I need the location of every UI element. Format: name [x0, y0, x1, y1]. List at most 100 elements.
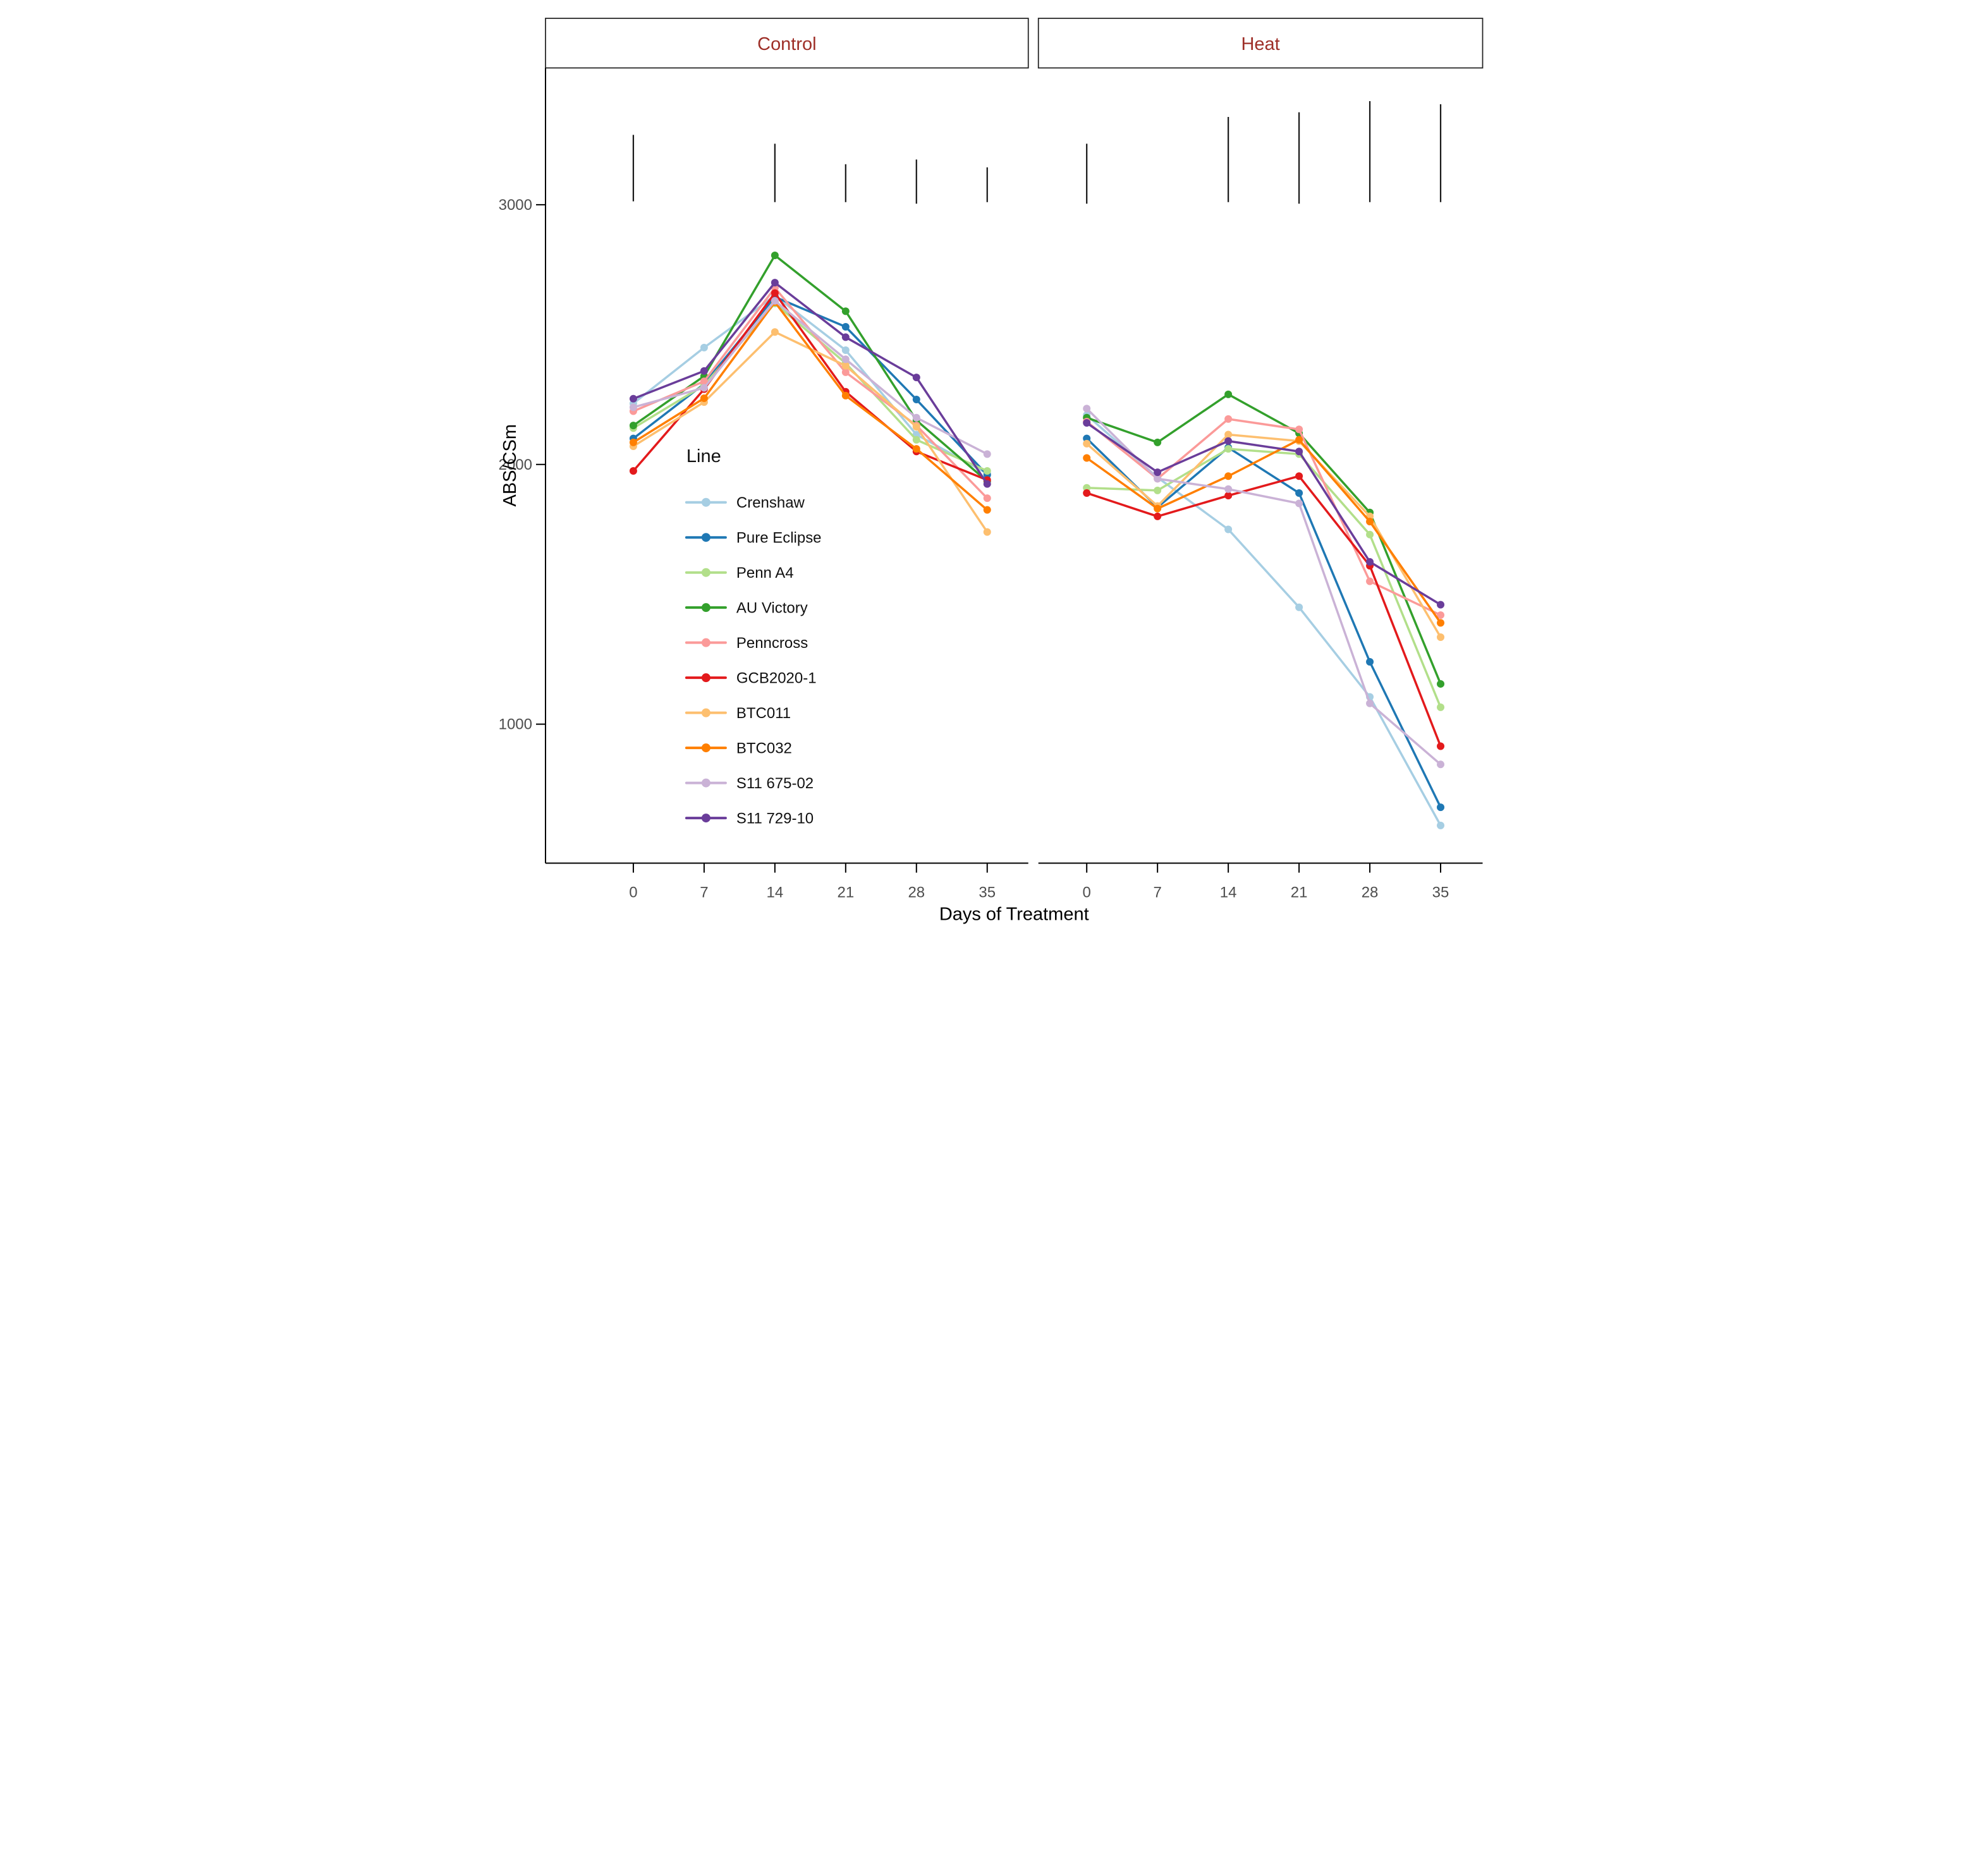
legend-key-dot: [701, 533, 710, 542]
faceted-line-chart: 3000 2000 1000 0 7 14 21 28 35 0 7 14 21 28 35 Line Cren…: [497, 0, 1491, 933]
data-point: [1436, 601, 1444, 609]
legend-key-dot: [701, 778, 710, 788]
data-point: [1082, 405, 1090, 413]
legend-item-label: Penn A4: [736, 564, 793, 582]
data-point: [1365, 530, 1374, 539]
x-tick-label: 7: [1153, 884, 1161, 901]
data-point: [912, 436, 920, 444]
x-tick-label: 35: [979, 884, 996, 901]
series-line-heat: [1085, 418, 1442, 616]
x-tick-label: 0: [1082, 884, 1090, 901]
legend-title: Line: [686, 446, 721, 466]
data-point: [1224, 525, 1232, 534]
data-point: [983, 494, 991, 503]
data-point: [1365, 518, 1374, 526]
x-tick-label: 7: [700, 884, 708, 901]
facet-strip-heat: [1037, 18, 1483, 69]
data-point: [1082, 454, 1090, 462]
data-point: [1224, 415, 1232, 423]
data-point: [1082, 434, 1090, 442]
data-point: [912, 413, 920, 422]
y-tick-label: 2000: [498, 456, 532, 473]
data-point: [1082, 439, 1090, 448]
data-point: [1295, 472, 1303, 480]
data-point: [629, 438, 637, 446]
data-point: [1295, 499, 1303, 508]
data-point: [1153, 504, 1161, 513]
series-line-control: [631, 294, 989, 475]
data-point: [1436, 760, 1444, 769]
data-point: [841, 391, 850, 399]
legend-key-dot: [701, 497, 710, 507]
data-point: [841, 362, 850, 370]
data-point: [841, 323, 850, 331]
data-point: [983, 480, 991, 488]
data-point: [983, 506, 991, 514]
data-point: [983, 450, 991, 458]
data-point: [1224, 430, 1232, 439]
strip-label-control: Control: [757, 34, 816, 54]
legend-key-dot: [701, 814, 710, 823]
legend-item-label: Penncross: [736, 635, 807, 652]
data-point: [1436, 633, 1444, 641]
data-point: [1295, 425, 1303, 434]
data-point: [1365, 577, 1374, 585]
series-line-heat: [1085, 438, 1442, 625]
legend-item: S11 729-10: [685, 810, 814, 827]
data-point: [1436, 611, 1444, 619]
legend-key-dot: [701, 638, 710, 647]
legend-item-label: AU Victory: [736, 600, 807, 617]
series-line-heat: [1085, 407, 1442, 766]
x-tick-label: 21: [837, 884, 854, 901]
legend: Line Crenshaw Pure Eclipse Penn A4 AU Victor…: [685, 446, 821, 827]
data-point: [1153, 438, 1161, 446]
series-line-heat: [1085, 393, 1442, 685]
legend-item-label: GCB2020-1: [736, 670, 816, 687]
data-point: [771, 296, 779, 305]
data-point: [771, 279, 779, 287]
data-point: [1295, 603, 1303, 611]
data-point: [700, 343, 708, 351]
legend-item: S11 675-02: [685, 775, 814, 792]
data-point: [1295, 436, 1303, 444]
data-point: [771, 328, 779, 336]
data-point: [1082, 484, 1090, 492]
series-line-heat: [1085, 475, 1442, 748]
legend-item-label: Crenshaw: [736, 494, 805, 511]
data-point: [629, 394, 637, 403]
series-line-heat: [1085, 437, 1442, 808]
legend-key-dot: [701, 673, 710, 683]
data-point: [1153, 486, 1161, 494]
data-point: [700, 377, 708, 386]
legend-item-label: S11 675-02: [736, 775, 813, 792]
data-point: [700, 367, 708, 375]
data-point: [983, 467, 991, 475]
series-line-heat: [1085, 433, 1442, 638]
data-point: [841, 355, 850, 363]
data-point: [841, 368, 850, 376]
legend-key-dot: [701, 568, 710, 577]
data-point: [1295, 489, 1303, 497]
data-point: [1224, 472, 1232, 480]
x-tick-label: 14: [1219, 884, 1236, 901]
data-point: [1224, 437, 1232, 445]
data-point: [912, 445, 920, 453]
data-point: [1082, 419, 1090, 427]
data-point: [1365, 658, 1374, 666]
x-tick-label: 28: [908, 884, 925, 901]
legend-item: AU Victory: [685, 600, 807, 617]
x-tick-label: 14: [766, 884, 783, 901]
chart-svg: 3000 2000 1000 0 7 14 21 28 35 0 7 14 21 28 35 Line Cren…: [498, 18, 1483, 925]
legend-item: Penn A4: [685, 564, 793, 582]
data-point: [1436, 619, 1444, 627]
data-point: [841, 307, 850, 315]
legend-item: GCB2020-1: [685, 670, 816, 687]
legend-item: BTC011: [685, 705, 791, 722]
series-btc011: [629, 328, 1444, 641]
legend-item-label: Pure Eclipse: [736, 530, 821, 547]
series-pure-eclipse: [629, 293, 1444, 812]
series-s11-675-02: [629, 296, 1444, 769]
legend-item-label: S11 729-10: [736, 810, 813, 827]
data-point: [841, 346, 850, 354]
data-point: [1224, 485, 1232, 493]
